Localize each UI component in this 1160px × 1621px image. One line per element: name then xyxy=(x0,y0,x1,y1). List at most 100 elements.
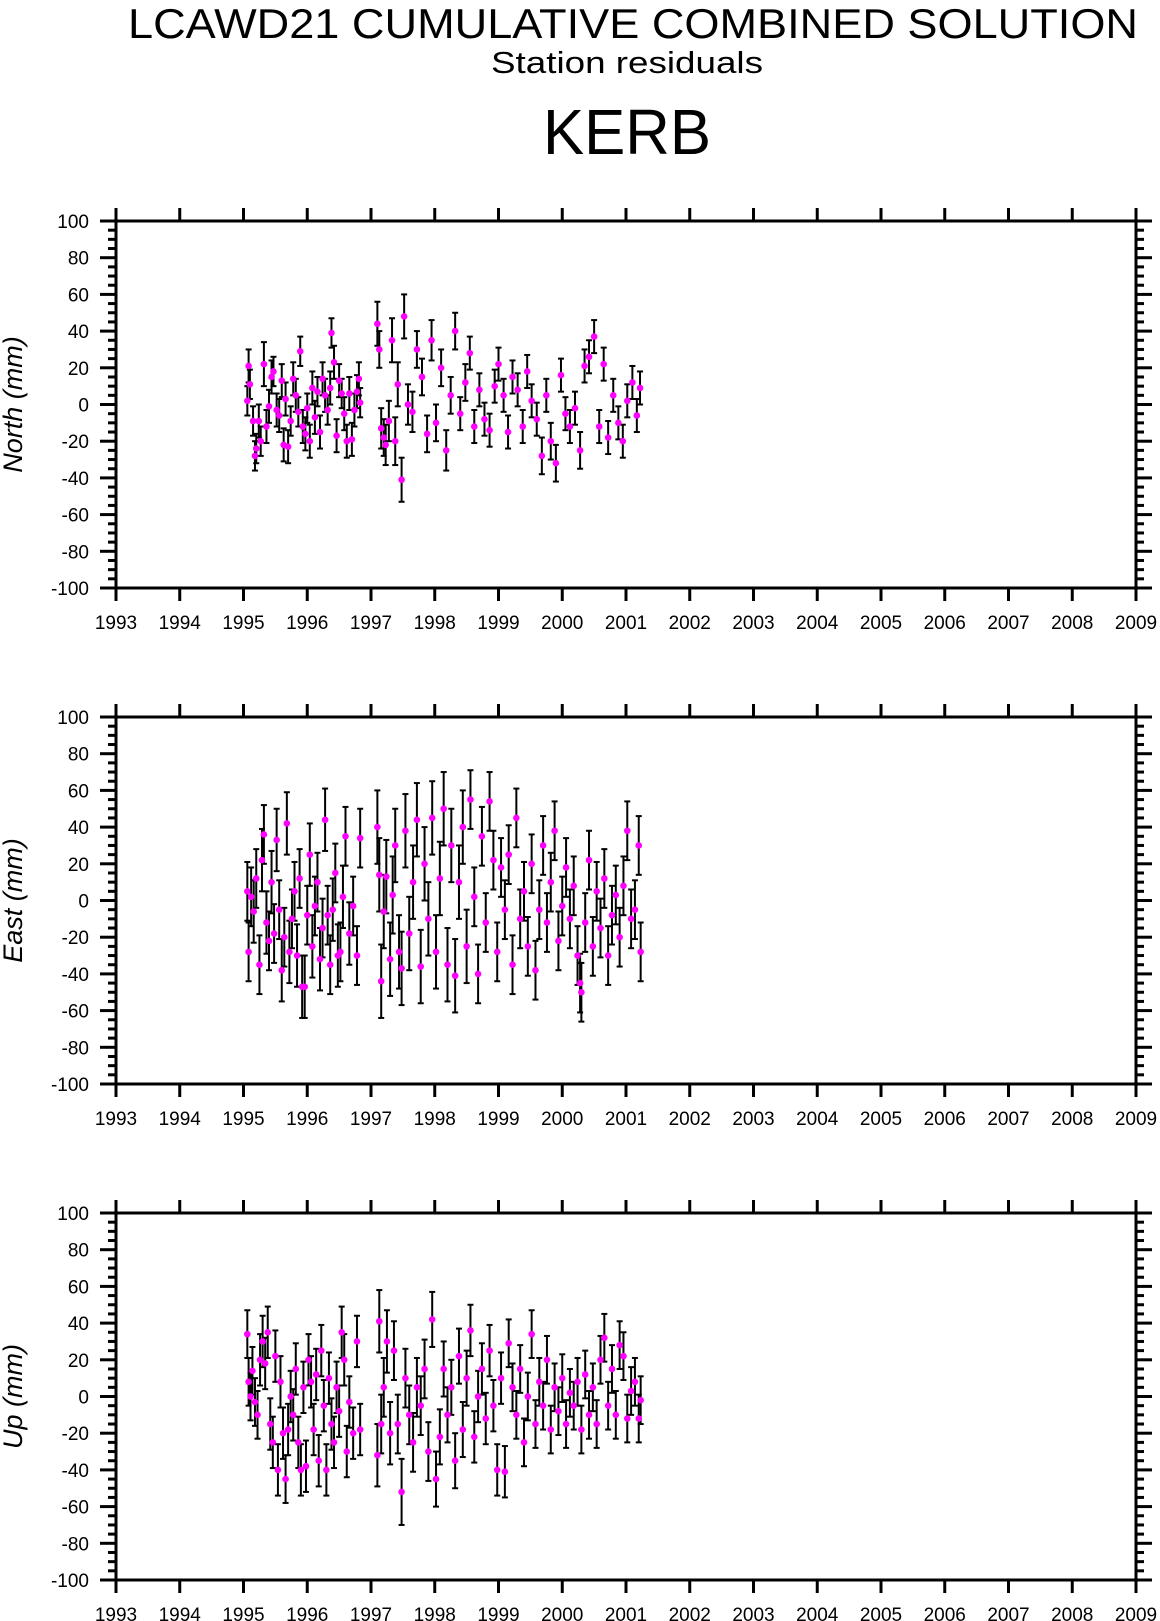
data-point xyxy=(440,1365,447,1373)
data-point xyxy=(355,375,363,383)
x-tick-label: 2004 xyxy=(796,613,839,634)
data-point xyxy=(256,961,263,969)
x-tick-label: 2005 xyxy=(860,613,902,634)
data-point xyxy=(547,1426,555,1433)
data-point xyxy=(570,882,578,890)
data-point xyxy=(389,891,396,899)
data-point xyxy=(623,397,631,405)
data-point xyxy=(631,1378,639,1386)
data-point xyxy=(493,948,501,956)
y-tick-label: -100 xyxy=(51,1571,89,1592)
data-point xyxy=(346,1398,353,1406)
data-point xyxy=(282,1475,289,1483)
y-tick-label: 80 xyxy=(68,249,89,270)
data-point xyxy=(562,410,569,417)
x-tick-label: 1993 xyxy=(95,1109,137,1130)
data-point xyxy=(505,851,512,858)
data-point xyxy=(302,1462,310,1470)
data-point xyxy=(495,360,502,368)
data-point xyxy=(585,856,593,864)
data-point xyxy=(328,329,335,337)
data-point xyxy=(432,1475,440,1483)
data-point xyxy=(413,346,421,353)
data-point xyxy=(627,915,635,923)
data-point xyxy=(249,417,257,425)
data-point xyxy=(257,437,265,445)
data-point xyxy=(500,392,507,399)
data-point xyxy=(524,1393,532,1400)
y-axis-label: East (mm) xyxy=(0,838,28,963)
data-point xyxy=(263,919,270,926)
data-point xyxy=(444,961,451,969)
x-tick-label: 1999 xyxy=(477,1605,519,1621)
data-point xyxy=(608,1365,616,1373)
data-point xyxy=(451,1457,459,1465)
data-point xyxy=(462,379,469,386)
x-tick-label: 2006 xyxy=(924,613,966,634)
x-tick-label: 2004 xyxy=(796,1109,839,1130)
data-point xyxy=(259,1338,266,1345)
data-point xyxy=(348,436,356,443)
data-point xyxy=(278,377,286,384)
data-point xyxy=(616,1341,623,1349)
x-tick-label: 2001 xyxy=(605,613,647,634)
x-tick-label: 1995 xyxy=(222,1605,264,1621)
data-point xyxy=(398,1488,405,1496)
data-point xyxy=(377,425,385,432)
data-point xyxy=(284,443,292,451)
data-point xyxy=(247,1393,254,1400)
figure-subtitle: Station residuals xyxy=(491,45,763,80)
data-point xyxy=(270,368,277,375)
data-point xyxy=(326,384,334,392)
data-point xyxy=(305,1356,312,1364)
data-point xyxy=(533,415,541,423)
data-point xyxy=(311,902,319,910)
data-point xyxy=(595,423,603,430)
data-point xyxy=(491,382,498,390)
data-point xyxy=(609,392,617,399)
data-point xyxy=(413,1384,421,1391)
data-point xyxy=(555,1407,562,1415)
y-tick-label: -20 xyxy=(62,1424,89,1445)
data-point xyxy=(620,1352,627,1360)
data-point xyxy=(482,919,490,926)
x-tick-label: 2002 xyxy=(669,1109,711,1130)
data-point xyxy=(409,408,416,416)
data-point xyxy=(289,1411,297,1419)
y-tick-label: 20 xyxy=(68,855,89,876)
data-point xyxy=(349,902,357,910)
data-point xyxy=(490,1402,497,1409)
data-point xyxy=(555,937,562,945)
data-point xyxy=(509,1384,516,1391)
data-point xyxy=(493,1466,501,1474)
data-point xyxy=(627,1387,635,1395)
data-point xyxy=(448,842,455,849)
x-tick-label: 2001 xyxy=(605,1109,647,1130)
data-point xyxy=(340,1356,348,1364)
data-point xyxy=(448,1384,455,1391)
data-point xyxy=(547,437,555,445)
data-point xyxy=(604,434,612,441)
data-point xyxy=(497,864,505,871)
data-point xyxy=(470,1433,478,1441)
data-point xyxy=(311,414,319,421)
data-point xyxy=(478,1365,486,1373)
data-point xyxy=(340,410,348,417)
data-point xyxy=(300,1384,307,1391)
data-point xyxy=(306,851,314,858)
data-point xyxy=(523,368,531,375)
data-point xyxy=(442,447,450,454)
x-tick-label: 2000 xyxy=(541,1605,583,1621)
x-tick-label: 2007 xyxy=(987,1605,1029,1621)
data-point xyxy=(307,1378,315,1386)
data-point xyxy=(581,362,588,370)
data-point xyxy=(600,360,607,368)
data-point xyxy=(538,452,546,460)
data-point xyxy=(608,911,616,919)
data-point xyxy=(278,966,286,974)
axis-ticks xyxy=(100,704,1152,1097)
y-tick-label: 100 xyxy=(57,1204,89,1225)
data-point xyxy=(631,906,639,913)
x-tick-label: 2006 xyxy=(924,1605,966,1621)
data-point xyxy=(571,404,579,412)
